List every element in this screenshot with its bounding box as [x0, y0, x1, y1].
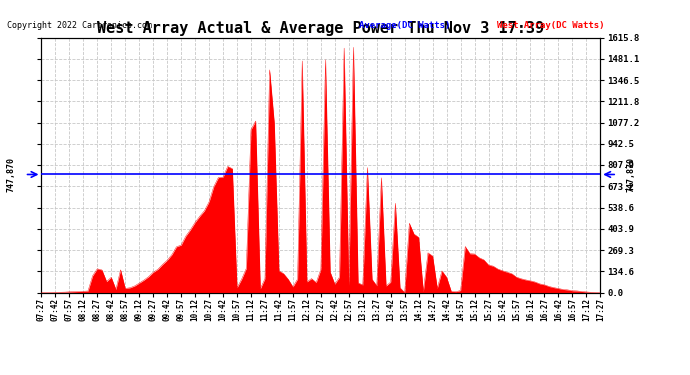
Text: Copyright 2022 Cartronics.com: Copyright 2022 Cartronics.com — [7, 21, 152, 30]
Title: West Array Actual & Average Power Thu Nov 3 17:39: West Array Actual & Average Power Thu No… — [97, 21, 544, 36]
Text: 747,870: 747,870 — [627, 157, 635, 192]
Text: 747,870: 747,870 — [6, 157, 15, 192]
Text: Average(DC Watts): Average(DC Watts) — [359, 21, 450, 30]
Text: West Array(DC Watts): West Array(DC Watts) — [497, 21, 604, 30]
